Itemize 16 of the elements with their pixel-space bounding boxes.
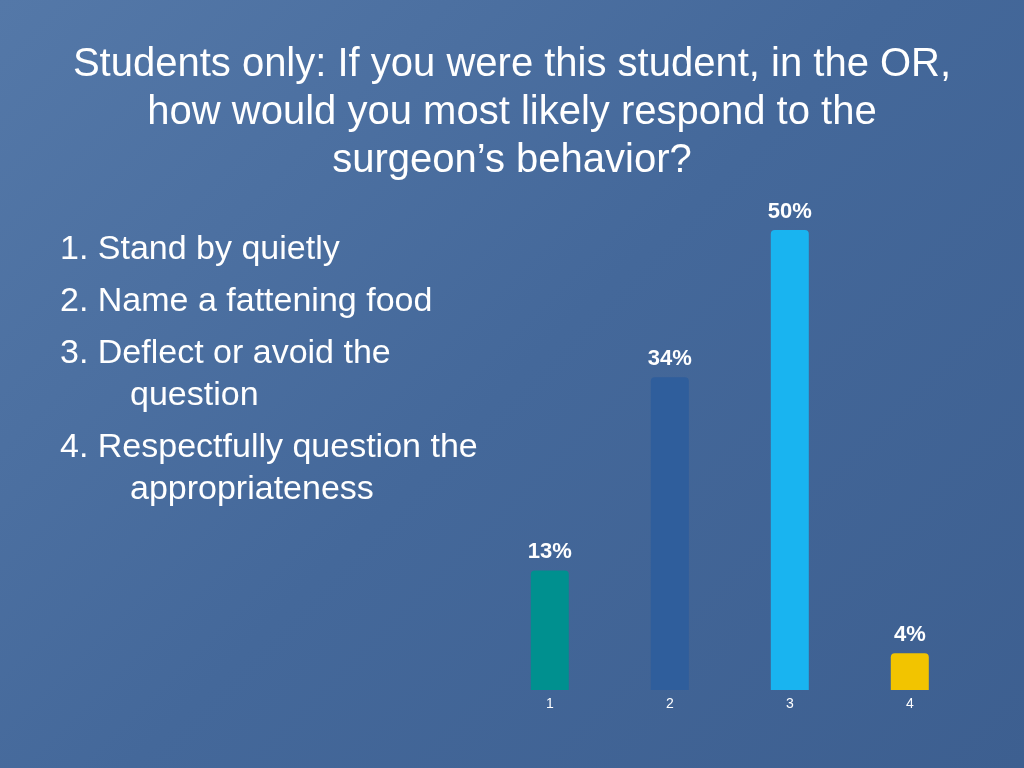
text: 4. Respectfully question the appropriateness — [60, 426, 478, 506]
data-label: 34% — [647, 345, 692, 371]
data-label: 50% — [767, 198, 812, 223]
bar — [770, 230, 809, 690]
text: 2. Name a fattening food — [60, 280, 433, 318]
text: 3. Deflect or avoid the question — [60, 332, 391, 412]
data-label: 4% — [893, 621, 926, 647]
text: 1. Stand by quietly — [60, 228, 340, 266]
data-label: 13% — [527, 538, 572, 564]
bar — [530, 570, 569, 690]
x-tick-label: 2 — [666, 694, 675, 711]
x-tick-label: 3 — [786, 694, 795, 711]
chart-title: Students only: If you were this student, in the OR, how would you most likely respond to the surgeon’s behavior? — [71, 39, 953, 182]
x-tick-label: 1 — [546, 694, 555, 711]
bar — [890, 653, 929, 690]
x-tick-label: 4 — [906, 694, 915, 711]
